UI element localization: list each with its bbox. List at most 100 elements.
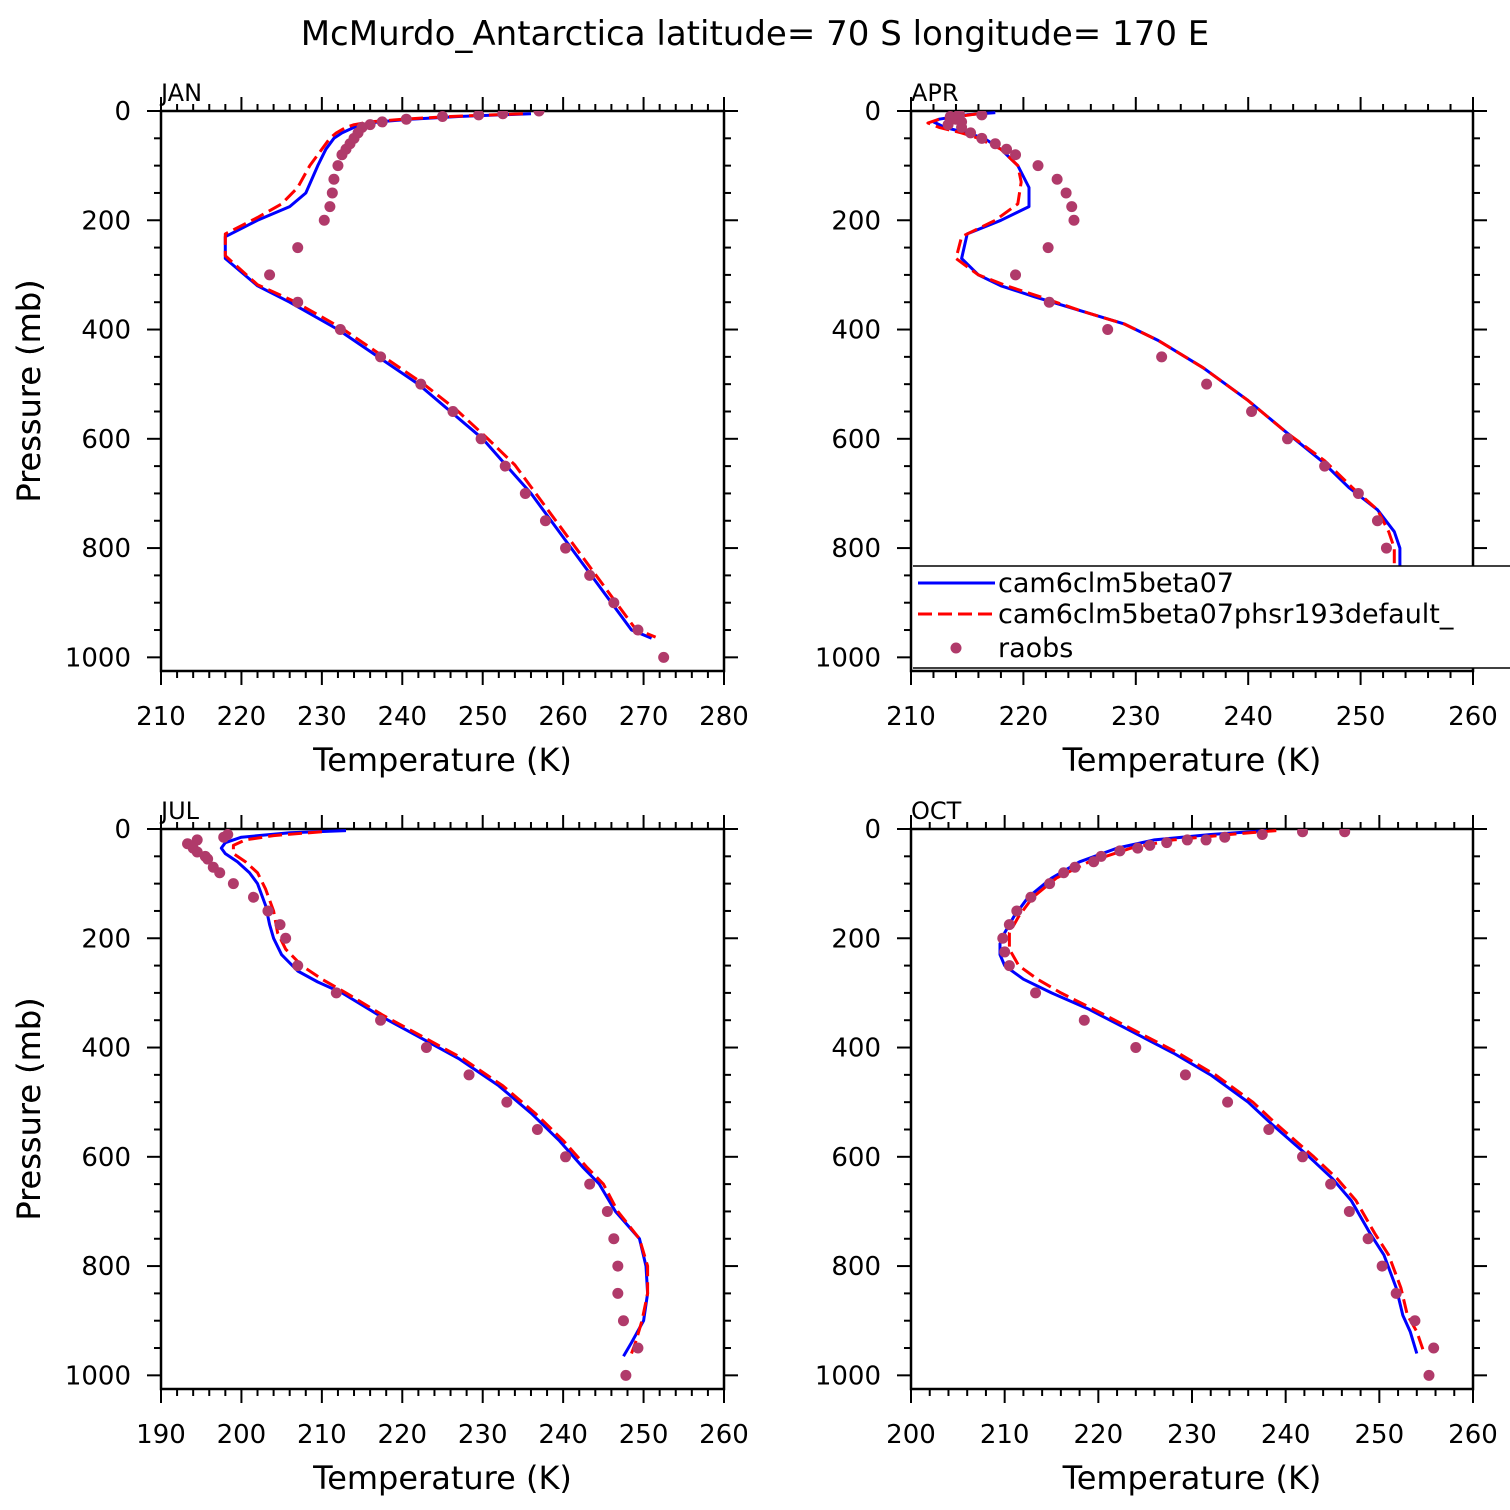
obs-point [1339,829,1351,838]
obs-point [942,119,954,131]
panels-group: JAN 210 220 230 240 250 260 270 280 0 200 400 600 800… [10,79,1498,1497]
obs-point [1200,834,1212,846]
obs-point [584,1178,596,1190]
x-tick-label: 240 [1261,1420,1311,1450]
x-tick-label: 260 [699,1420,749,1450]
y-tick-label: 400 [81,316,131,346]
obs-point [1219,831,1231,843]
x-tick-label: 260 [1448,702,1498,732]
y-tick-label: 600 [831,1143,881,1173]
panel-jul: JUL 190 200 210 220 230 240 250 260 0 200 400 600 800… [10,797,749,1497]
x-tick-label: 250 [619,1420,669,1450]
series-line-cam6clm5beta07phsr193default [223,112,657,639]
x-tick-label: 200 [217,1420,267,1450]
obs-point [292,960,304,972]
y-tick-label: 1000 [815,643,881,673]
obs-point [965,127,977,139]
y-tick-label: 0 [114,815,131,845]
obs-point [328,173,340,185]
y-tick-label: 1000 [65,643,131,673]
obs-point [1051,173,1063,185]
obs-point [620,1369,632,1381]
obs-point [1380,542,1392,554]
obs-point [375,1014,387,1026]
obs-point [1043,296,1055,308]
y-tick-label: 400 [831,316,881,346]
obs-point [976,111,988,121]
obs-point [1010,269,1022,281]
obs-point [1088,856,1100,868]
obs-point [1362,1233,1374,1245]
obs-point [415,378,427,390]
obs-point [1371,515,1383,527]
x-axis-label: Temperature (K) [312,741,572,779]
x-tick-label: 210 [136,702,186,732]
obs-point [608,597,620,609]
x-tick-label: 210 [886,702,936,732]
obs-point [1060,187,1072,199]
obs-point [336,149,348,161]
obs-point [214,867,226,879]
obs-point [1282,433,1294,445]
panel-label: JUL [159,797,200,825]
legend-marker-dot [950,642,962,654]
y-axis-label: Pressure (mb) [10,997,48,1220]
x-tick-label: 230 [458,1420,508,1450]
x-tick-label: 220 [377,1420,427,1450]
legend-label: raobs [998,633,1073,664]
obs-point [617,1315,629,1327]
obs-point [1066,201,1078,213]
y-tick-label: 800 [831,534,881,564]
y-tick-label: 600 [831,425,881,455]
series-group [223,111,670,663]
obs-point [1409,1315,1421,1327]
obs-point [1058,867,1070,879]
x-tick-label: 220 [1074,1420,1124,1450]
obs-point [318,214,330,226]
obs-point [202,853,214,865]
obs-point [1030,987,1042,999]
legend-label: cam6clm5beta07phsr193default_ [998,599,1454,630]
x-tick-label: 190 [136,1420,186,1450]
obs-point [1156,351,1168,363]
obs-point [1201,378,1213,390]
obs-point [280,932,292,944]
series-group [997,829,1440,1381]
obs-point [519,487,531,499]
obs-point [560,542,572,554]
obs-point [497,111,509,120]
obs-point [658,651,670,663]
x-tick-label: 230 [1111,702,1161,732]
obs-point [1042,242,1054,254]
obs-point [1078,1014,1090,1026]
obs-point [1132,842,1144,854]
obs-point [218,831,230,843]
obs-point [531,1123,543,1135]
x-axis-label: Temperature (K) [1062,1459,1322,1497]
obs-point [420,1042,432,1054]
obs-point [324,201,336,213]
obs-point [1102,324,1114,336]
plot-frame [909,109,1475,673]
obs-point [1144,839,1156,851]
obs-point [1319,460,1331,472]
y-tick-label: 600 [81,1143,131,1173]
obs-point [191,834,203,846]
x-tick-label: 270 [619,702,669,732]
x-tick-label: 280 [699,702,749,732]
obs-point [1114,845,1126,857]
panel-label: OCT [911,797,962,825]
obs-point [473,111,485,121]
obs-point [533,111,545,117]
y-tick-label: 200 [81,924,131,954]
obs-point [612,1260,624,1272]
x-tick-label: 210 [297,1420,347,1450]
x-axis-label: Temperature (K) [312,1459,572,1497]
obs-point [1001,143,1013,155]
obs-point [1352,487,1364,499]
obs-point [501,1096,513,1108]
obs-point [1246,405,1258,417]
obs-point [612,1287,624,1299]
